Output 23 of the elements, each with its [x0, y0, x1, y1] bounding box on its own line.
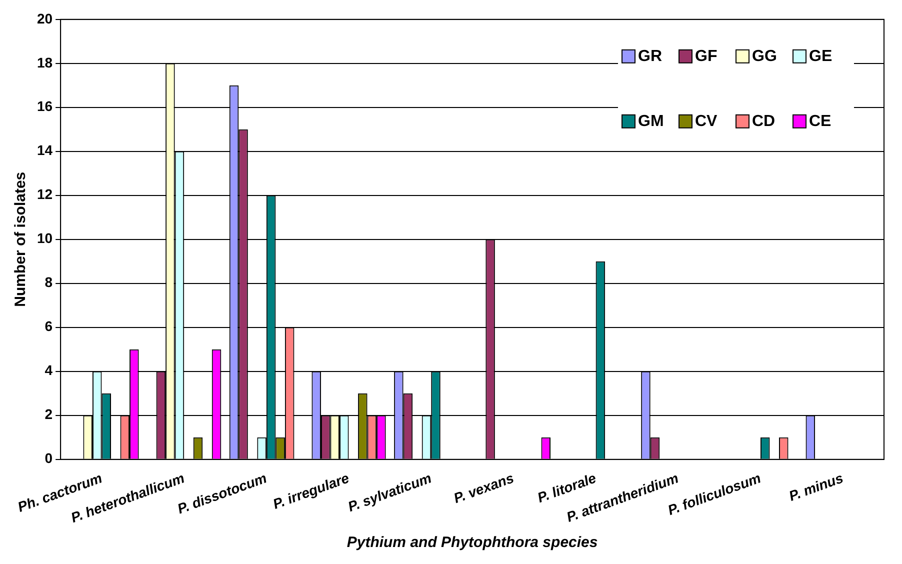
y-tick-label: 20 — [36, 10, 53, 26]
y-tick-label: 8 — [44, 274, 53, 290]
legend-label: GM — [638, 112, 664, 130]
y-tick-label: 0 — [44, 450, 53, 466]
legend-label: CE — [809, 112, 832, 130]
x-tick-label: P. vexans — [451, 470, 516, 506]
x-axis-title: Pythium and Phytophthora species — [346, 534, 598, 552]
y-tick-label: 10 — [36, 230, 53, 246]
y-tick-label: 18 — [36, 54, 53, 70]
legend-label: CV — [695, 112, 718, 130]
y-tick-label: 14 — [36, 142, 53, 158]
legend-label: GR — [638, 48, 662, 65]
legend-label: CD — [752, 112, 776, 130]
y-tick-label: 4 — [44, 362, 53, 378]
y-axis-title: Number of isolates — [12, 172, 30, 307]
legend-label: GG — [752, 48, 777, 65]
legend-label: GF — [695, 48, 718, 65]
y-tick-label: 2 — [44, 406, 53, 422]
y-tick-label: 6 — [44, 318, 53, 334]
y-tick-label: 12 — [36, 186, 53, 202]
x-tick-label: P. minus — [786, 470, 846, 504]
legend-label: GE — [809, 48, 832, 65]
y-tick-label: 16 — [36, 98, 53, 114]
